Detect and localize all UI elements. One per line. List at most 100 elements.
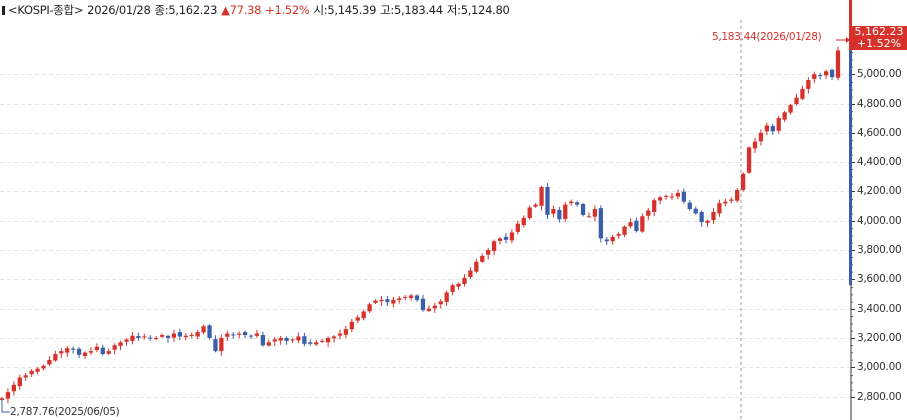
- candle-body-up: [741, 173, 746, 190]
- candle: [438, 298, 443, 309]
- candle-body-up: [835, 50, 841, 78]
- candle: [486, 247, 491, 260]
- candle-body-down: [574, 202, 580, 205]
- candle-body-up: [462, 277, 467, 285]
- candle: [260, 331, 266, 347]
- candle: [124, 338, 129, 346]
- y-tick-label: 4,400.00: [857, 155, 902, 168]
- candle-body-up: [669, 196, 675, 198]
- candle-body-up: [325, 337, 331, 343]
- candle-body-up: [563, 204, 568, 219]
- range-bar-lower: [849, 50, 852, 286]
- candle-body-up: [130, 335, 135, 341]
- candle-body-up: [426, 308, 432, 311]
- close-value: 5,162.23: [168, 3, 218, 17]
- y-tick-label: 3,200.00: [857, 331, 902, 344]
- min-bracket: [1, 399, 10, 413]
- candle: [35, 367, 40, 375]
- open-value: 5,145.39: [327, 3, 377, 17]
- candle: [770, 123, 775, 135]
- y-tick-label: 4,200.00: [857, 184, 902, 197]
- candle-body-up: [521, 217, 526, 226]
- y-tick-label: 5,000.00: [857, 67, 902, 80]
- quote-header: <KOSPI-종합> 2026/01/28 종: 5,162.23 ▲77.38…: [2, 2, 514, 18]
- close-label: 종:: [154, 3, 169, 17]
- candle: [302, 332, 307, 347]
- candle-body-up: [290, 339, 295, 341]
- candle: [450, 283, 455, 296]
- candle-body-up: [569, 201, 574, 204]
- candle: [171, 329, 177, 342]
- candle: [266, 339, 271, 347]
- gridlines: [0, 74, 851, 398]
- candle: [824, 69, 829, 79]
- candle: [65, 345, 70, 357]
- candle-body-up: [444, 292, 449, 302]
- candle: [657, 195, 663, 205]
- candle-body-down: [177, 332, 183, 337]
- candle: [314, 339, 319, 347]
- candle: [456, 282, 461, 290]
- candle: [586, 212, 592, 218]
- candle-body-down: [420, 298, 426, 311]
- candle: [82, 351, 88, 359]
- candle: [189, 332, 194, 339]
- candle-body-up: [729, 199, 734, 201]
- candle-body-up: [189, 335, 194, 337]
- y-tick-label: 4,800.00: [857, 97, 902, 110]
- candle-body-up: [438, 301, 443, 305]
- candle: [675, 189, 681, 200]
- y-tick-label: 3,800.00: [857, 243, 902, 256]
- candle-body-up: [361, 311, 366, 319]
- candle-body-up: [675, 192, 681, 197]
- candle-body-down: [580, 204, 586, 215]
- candle: [106, 348, 111, 355]
- candle-body-up: [746, 147, 752, 173]
- candle-body-down: [598, 208, 603, 239]
- candle-body-up: [610, 236, 615, 242]
- candle: [71, 346, 76, 354]
- candle-body-up: [23, 375, 28, 378]
- candle: [758, 129, 764, 146]
- candle-body-down: [503, 236, 509, 240]
- candle: [355, 314, 360, 324]
- candle: [59, 348, 64, 359]
- candle-body-down: [557, 209, 562, 220]
- low-label: 저:: [446, 3, 461, 17]
- candle-body-up: [456, 283, 461, 287]
- candle-body-up: [586, 216, 592, 218]
- candle-body-up: [468, 270, 473, 277]
- candle-body-down: [148, 337, 153, 339]
- candle-body-down: [308, 342, 313, 344]
- candle: [634, 217, 639, 233]
- candle-body-up: [47, 359, 52, 365]
- candle-body-down: [545, 187, 550, 215]
- candle-body-up: [154, 337, 159, 339]
- candle: [88, 347, 94, 356]
- candle: [598, 205, 603, 243]
- candle-body-up: [82, 352, 88, 356]
- candle-body-up: [735, 189, 740, 201]
- candle-body-up: [806, 80, 811, 89]
- candle: [563, 202, 568, 222]
- candle: [142, 333, 147, 340]
- candle-body-up: [539, 187, 544, 206]
- candle-body-up: [11, 384, 16, 392]
- candle: [272, 336, 277, 347]
- y-tick-label: 3,000.00: [857, 360, 902, 373]
- y-tick-label: 2,800.00: [857, 390, 902, 403]
- candle-body-up: [379, 299, 384, 302]
- candle: [367, 302, 372, 313]
- candle: [818, 73, 823, 80]
- range-bar-upper: [849, 0, 852, 51]
- max-arrow-head: [846, 37, 850, 43]
- candle-body-up: [59, 351, 64, 354]
- candle-body-down: [207, 325, 212, 338]
- candle: [53, 350, 58, 362]
- candle: [373, 299, 378, 304]
- candle-body-up: [29, 370, 34, 375]
- candle: [361, 309, 366, 321]
- low-value: 5,124.80: [460, 3, 510, 17]
- candle: [491, 239, 497, 256]
- candle: [681, 188, 686, 204]
